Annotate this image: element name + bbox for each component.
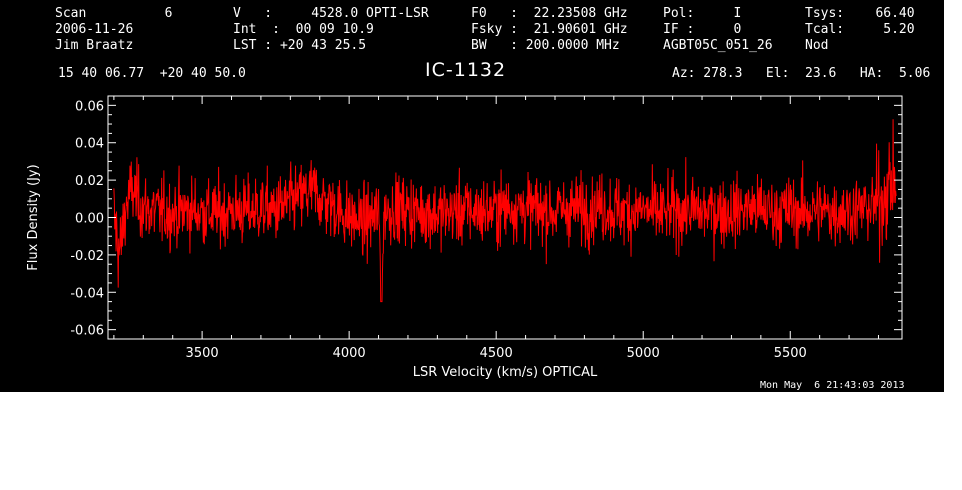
y-tick-label: 0.02 bbox=[75, 174, 104, 189]
polarization-label: Pol: I bbox=[663, 6, 742, 21]
y-tick-label: -0.06 bbox=[70, 324, 104, 339]
coordinates-label: 15 40 06.77 +20 40 50.0 bbox=[58, 66, 246, 81]
x-axis-label: LSR Velocity (km/s) OPTICAL bbox=[413, 365, 598, 380]
procedure-label: Nod bbox=[805, 38, 829, 53]
x-tick-label: 4500 bbox=[480, 346, 513, 361]
spectrum-trace bbox=[113, 119, 897, 303]
x-tick-label: 5000 bbox=[627, 346, 660, 361]
y-tick-label: -0.02 bbox=[70, 249, 104, 264]
y-tick-label: 0.06 bbox=[75, 99, 104, 114]
sky-frequency-label: Fsky : 21.90601 GHz bbox=[471, 22, 628, 37]
observer-label: Jim Braatz bbox=[55, 38, 134, 53]
tick-layer: 3500 4000 4500 5000 5500 -0.06 -0.04 -0.02 0.00 0… bbox=[70, 96, 902, 361]
rest-frequency-label: F0 : 22.23508 GHz bbox=[471, 6, 628, 21]
timestamp: Mon May 6 21:43:03 2013 bbox=[760, 380, 905, 391]
velocity-label: V : 4528.0 OPTI-LSR bbox=[233, 6, 429, 21]
x-tick-label: 5500 bbox=[774, 346, 807, 361]
if-label: IF : 0 bbox=[663, 22, 742, 37]
spectrum-chart: 3500 4000 4500 5000 5500 -0.06 -0.04 -0.02 0.00 0… bbox=[26, 95, 903, 380]
spectrum-trace-layer bbox=[113, 119, 897, 303]
object-name: IC-1132 bbox=[425, 59, 507, 81]
project-label: AGBT05C_051_26 bbox=[663, 38, 773, 53]
x-tick-label: 3500 bbox=[186, 346, 219, 361]
integration-label: Int : 00 09 10.9 bbox=[233, 22, 374, 37]
tcal-label: Tcal: 5.20 bbox=[805, 22, 915, 37]
y-axis-label: Flux Density (Jy) bbox=[26, 164, 41, 270]
y-tick-label: 0.04 bbox=[75, 137, 104, 152]
bandwidth-label: BW : 200.0000 MHz bbox=[471, 38, 620, 53]
lst-label: LST : +20 43 25.5 bbox=[233, 38, 367, 53]
tsys-label: Tsys: 66.40 bbox=[805, 6, 915, 21]
scan-label: Scan 6 bbox=[55, 6, 173, 21]
date-label: 2006-11-26 bbox=[55, 22, 134, 37]
y-tick-label: -0.04 bbox=[70, 286, 104, 301]
pointing-label: Az: 278.3 El: 23.6 HA: 5.06 bbox=[672, 66, 931, 81]
y-tick-label: 0.00 bbox=[75, 212, 104, 227]
x-tick-label: 4000 bbox=[333, 346, 366, 361]
